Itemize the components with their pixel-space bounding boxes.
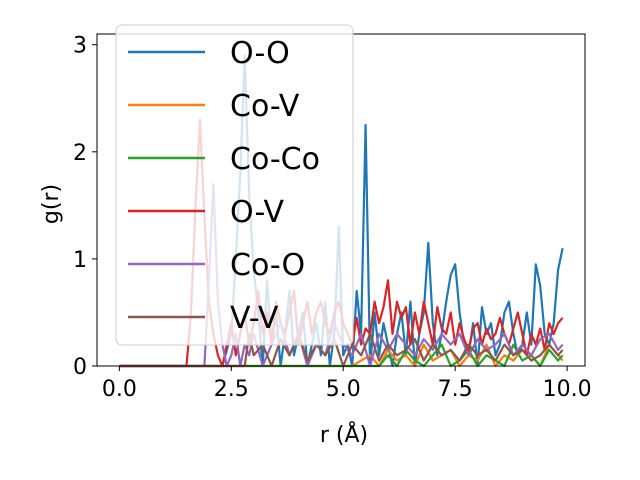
axis-ticks: 0.0 2.5 5.0 7.5 10.0 0 1 2 3 xyxy=(73,34,592,402)
x-tick-label: 0.0 xyxy=(102,377,137,402)
legend-box xyxy=(115,24,354,346)
y-tick-label: 2 xyxy=(73,141,87,166)
y-tick-label: 3 xyxy=(73,34,87,59)
y-axis-label: g(r) xyxy=(39,184,64,224)
y-tick-label: 1 xyxy=(73,248,87,273)
y-tick-label: 0 xyxy=(73,355,87,380)
legend-label-co-v: Co-V xyxy=(230,89,300,124)
legend: O-O Co-V Co-Co O-V Co-O V-V xyxy=(115,24,354,346)
legend-label-co-o: Co-O xyxy=(230,248,305,283)
x-tick-label: 2.5 xyxy=(214,377,249,402)
x-tick-label: 10.0 xyxy=(543,377,592,402)
legend-label-o-v: O-V xyxy=(230,195,285,230)
legend-label-co-co: Co-Co xyxy=(230,142,320,177)
legend-label-o-o: O-O xyxy=(230,36,290,71)
legend-label-v-v: V-V xyxy=(230,301,279,336)
x-tick-label: 7.5 xyxy=(438,377,473,402)
x-axis-label: r (Å) xyxy=(320,421,368,448)
x-tick-label: 5.0 xyxy=(326,377,361,402)
